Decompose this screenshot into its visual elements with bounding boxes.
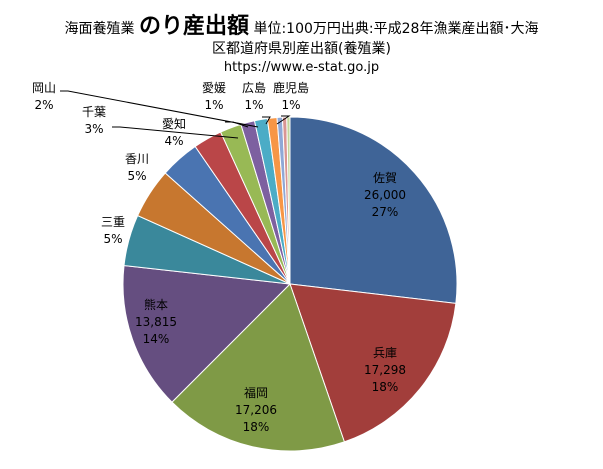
label-fukuoka: 福岡 17,206 18%: [235, 386, 277, 434]
leader-okayama: [60, 90, 259, 128]
label-hyogo: 兵庫 17,298 18%: [364, 346, 406, 394]
pie-slice-兵庫: [289, 283, 457, 443]
label-kagawa: 香川 5%: [124, 152, 150, 183]
pie-slice-熊本: [122, 265, 292, 403]
label-kumamoto: 熊本 13,815 14%: [135, 298, 177, 346]
label-mie: 三重 5%: [100, 215, 126, 246]
label-aichi: 愛知 4%: [161, 117, 187, 148]
label-kagoshima: 鹿児島 1%: [272, 81, 310, 112]
title-line2: 区都道府県別産出額(養殖業): [212, 41, 391, 57]
leader-kagoshima: [276, 115, 291, 125]
leader-chiba: [112, 126, 239, 139]
label-okayama: 岡山 2%: [31, 81, 57, 112]
title-prefix: 海面養殖業: [64, 21, 135, 37]
title-suffix: 単位:100万円出典:平成28年漁業産出額･大海: [253, 21, 539, 37]
leader-hiroshima: [262, 116, 271, 125]
title-main: のり産出額: [139, 14, 250, 39]
chart-title: 海面養殖業 のり産出額 単位:100万円出典:平成28年漁業産出額･大海: [0, 8, 603, 40]
label-hiroshima: 広島 1%: [241, 81, 267, 112]
label-ehime: 愛媛 1%: [201, 81, 227, 112]
leader-ehime: [225, 121, 249, 128]
pie-slice-福岡: [171, 283, 346, 452]
label-saga: 佐賀 26,000 27%: [364, 171, 406, 219]
pie-slice-佐賀: [289, 116, 458, 304]
source-url: https://www.e-stat.go.jp: [223, 60, 380, 75]
label-chiba: 千葉 3%: [81, 105, 107, 136]
